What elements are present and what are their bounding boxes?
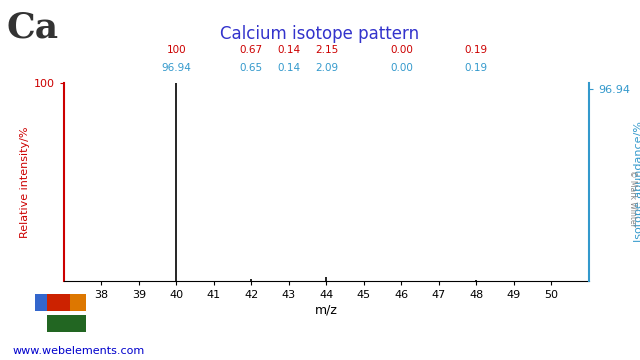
Text: 0.19: 0.19 — [465, 45, 488, 55]
Y-axis label: Relative intensity/%: Relative intensity/% — [20, 126, 30, 238]
Bar — [47, 315, 86, 332]
Text: © Mark Winter: © Mark Winter — [628, 170, 637, 226]
Bar — [35, 294, 47, 311]
Text: 96.94: 96.94 — [161, 63, 191, 73]
Text: www.webelements.com: www.webelements.com — [13, 346, 145, 356]
Text: 2.09: 2.09 — [315, 63, 338, 73]
X-axis label: m/z: m/z — [315, 304, 338, 317]
Bar — [47, 294, 70, 311]
Text: 0.14: 0.14 — [277, 45, 300, 55]
Text: Ca: Ca — [6, 11, 58, 45]
Text: 2.15: 2.15 — [315, 45, 338, 55]
Y-axis label: Isotope abundance/%: Isotope abundance/% — [634, 121, 640, 242]
Text: 0.67: 0.67 — [240, 45, 263, 55]
Text: 0.65: 0.65 — [240, 63, 263, 73]
Bar — [70, 294, 86, 311]
Text: 0.00: 0.00 — [390, 63, 413, 73]
Text: 0.19: 0.19 — [465, 63, 488, 73]
Text: Calcium isotope pattern: Calcium isotope pattern — [220, 25, 420, 43]
Text: 0.00: 0.00 — [390, 45, 413, 55]
Text: 100: 100 — [166, 45, 186, 55]
Text: 0.14: 0.14 — [277, 63, 300, 73]
